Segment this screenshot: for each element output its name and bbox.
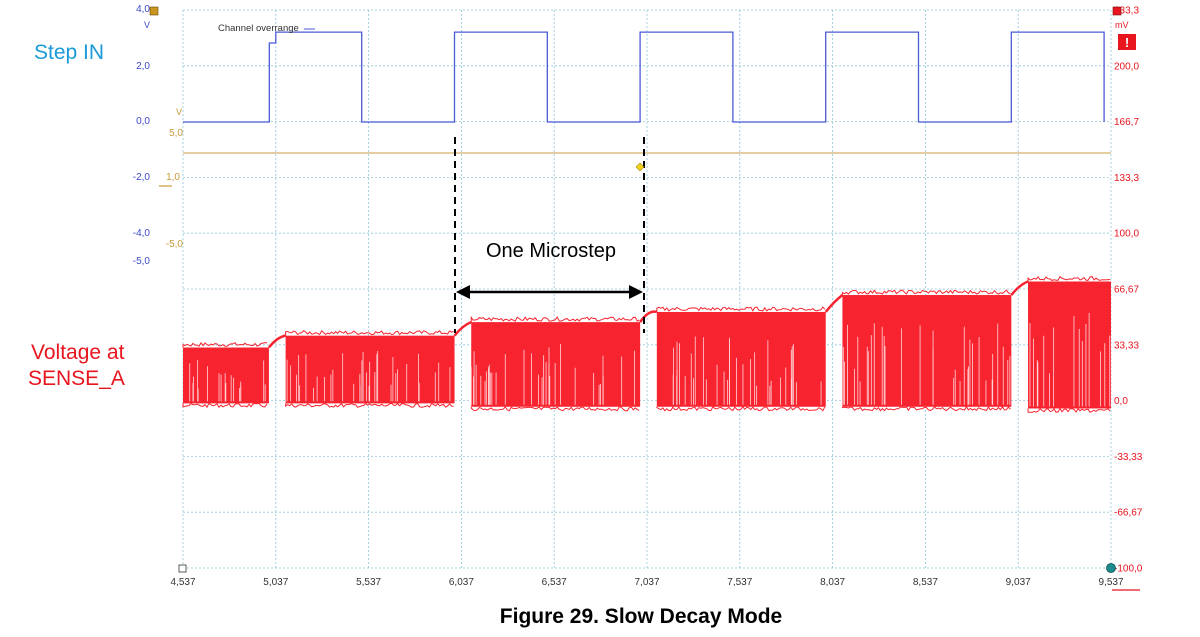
x-tick-label: 8,537 [913, 577, 938, 588]
sense-noise-top [470, 315, 640, 323]
x-tick-label: 8,037 [820, 577, 845, 588]
channel-overrange-note: Channel overrange [218, 23, 315, 34]
sense-noise-bottom [656, 406, 826, 412]
sense-segment [1028, 281, 1111, 409]
grid-lines [182, 9, 1112, 569]
figure-caption: Figure 29. Slow Decay Mode [500, 605, 782, 628]
x-tick-label: 7,037 [634, 577, 659, 588]
left-blue-tick-label: -2,0 [133, 172, 151, 183]
x-tick-label: 9,037 [1006, 577, 1031, 588]
x-tick-label: 5,037 [263, 577, 288, 588]
left-extra-tick-label: -5,0 [133, 256, 151, 267]
x-tick-label: 7,537 [727, 577, 752, 588]
channel-a-marker-icon [149, 6, 159, 16]
right-tick-label: -100,0 [1114, 564, 1143, 575]
right-tick-label: 0,0 [1114, 396, 1128, 407]
x-tick-label: 6,537 [542, 577, 567, 588]
sense-noise-bottom [470, 406, 640, 412]
right-tick-label: 233,3 [1114, 6, 1139, 17]
left-blue-tick-label: -4,0 [133, 228, 151, 239]
sense-ramp [639, 310, 658, 323]
right-tick-label: 33,33 [1114, 340, 1139, 351]
trigger-marker-icon [635, 162, 645, 172]
x-tick-label: 4,537 [170, 577, 195, 588]
x-tick-label: 5,537 [356, 577, 381, 588]
sense-noise-top [656, 306, 826, 312]
sense-noise-bottom [285, 402, 454, 408]
sense-noise-top [285, 329, 454, 336]
step-in-label: Step IN [34, 41, 104, 64]
right-tick-label: 200,0 [1114, 61, 1139, 72]
x-origin-marker-icon [178, 564, 187, 573]
right-tick-label: 66,67 [1114, 285, 1139, 296]
axis-ticks: 4,537 5,037 5,537 6,037 6,537 7,037 7,537 8,037… [133, 4, 1143, 588]
sense-segment [656, 311, 826, 407]
microstep-arrow-left-head [456, 285, 470, 299]
sense-a-trace [182, 275, 1111, 414]
microstep-arrow-right-head [629, 285, 643, 299]
overrange-warning-glyph: ! [1125, 35, 1129, 50]
sense-noise-bottom [182, 402, 268, 409]
channel-overrange-label: Channel overrange [218, 23, 299, 34]
right-tick-label: 100,0 [1114, 229, 1139, 240]
sense-a-label: SENSE_A [28, 367, 125, 390]
voltage-at-label: Voltage at [31, 341, 125, 364]
red-axis-unit: mV [1115, 20, 1129, 30]
x-end-marker-icon [1106, 563, 1116, 573]
right-tick-label: 133,3 [1114, 173, 1139, 184]
right-tick-label: -66,67 [1114, 508, 1143, 519]
sense-noise-top [182, 341, 268, 348]
sense-ramp [267, 334, 286, 349]
x-tick-label: 6,037 [449, 577, 474, 588]
blue-axis-unit: V [144, 20, 150, 30]
sense-noise-bottom [841, 405, 1011, 412]
x-tick-label: 9,537 [1098, 577, 1123, 588]
step-in-trace [183, 31, 1105, 123]
sense-ramp [824, 294, 844, 313]
left-orange-tick-label: -5,0 [166, 239, 184, 250]
left-blue-tick-label: 2,0 [136, 61, 150, 72]
sense-ramp [453, 320, 472, 337]
right-tick-label: 166,7 [1114, 117, 1139, 128]
left-blue-tick-label: 4,0 [136, 4, 150, 15]
sense-ramp [1010, 280, 1029, 296]
sense-segment [842, 295, 1012, 407]
left-orange-tick-label: 5,0 [169, 128, 183, 139]
sense-noise-top [1027, 275, 1111, 282]
right-tick-label: -33,33 [1114, 452, 1143, 463]
left-blue-tick-label: 0,0 [136, 116, 150, 127]
sense-segment [471, 322, 641, 407]
sense-noise-top [841, 289, 1011, 296]
sense-noise-bottom [1027, 407, 1111, 414]
microstep-markers: One Microstep [454, 137, 645, 333]
left-orange-tick-label: 1,0 [166, 172, 180, 183]
channel-b-marker-icon [1112, 6, 1122, 16]
overrange-warning-icon: ! [1118, 34, 1136, 50]
one-microstep-label: One Microstep [486, 240, 616, 262]
orange-axis-unit: V [176, 107, 182, 117]
